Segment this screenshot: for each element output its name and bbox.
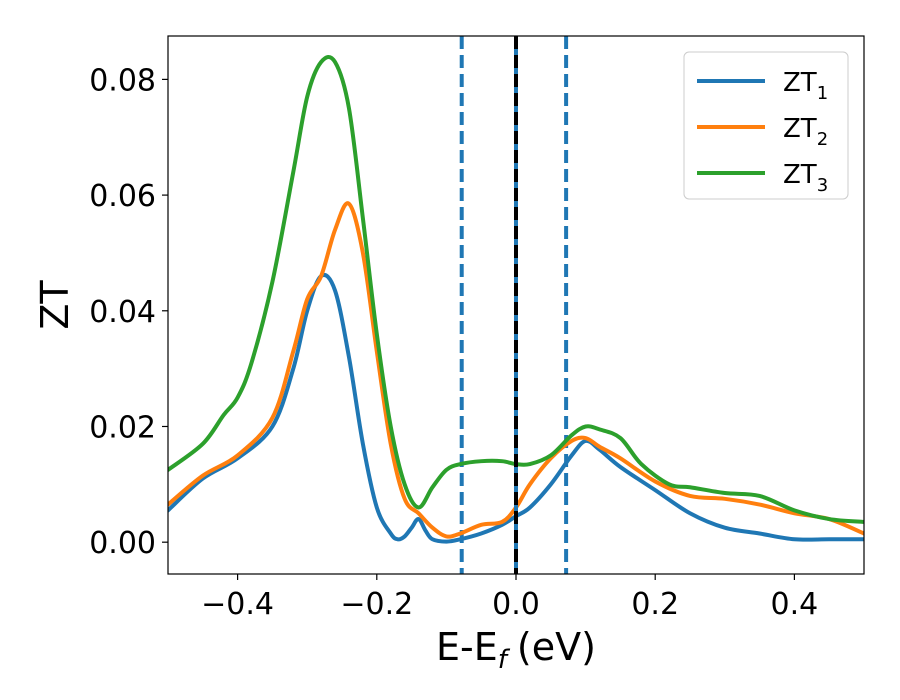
legend-label-subscript: 3 [817, 175, 828, 196]
legend-label-main: ZT [783, 114, 817, 144]
legend-label-zt2: ZT2 [783, 114, 828, 150]
legend-box [683, 51, 849, 200]
x-tick-label: −0.4 [201, 587, 274, 622]
x-axis-label-main: E-E [436, 625, 498, 669]
y-axis-ticks: 0.00 0.02 0.04 0.06 0.08 [89, 63, 168, 561]
x-tick-label: 0.0 [492, 587, 540, 622]
y-axis-label: ZT [33, 280, 77, 330]
x-axis-label-unit: (eV) [517, 625, 596, 669]
y-tick-label: 0.04 [89, 295, 156, 330]
y-tick-label: 0.00 [89, 526, 156, 561]
legend-label-main: ZT [783, 68, 817, 98]
x-axis-label-subscript: f [498, 645, 511, 675]
legend-label-zt1: ZT1 [783, 68, 828, 104]
legend-label-subscript: 2 [817, 129, 828, 150]
legend-label-subscript: 1 [817, 83, 828, 104]
y-tick-label: 0.06 [89, 179, 156, 214]
x-tick-label: −0.2 [340, 587, 413, 622]
x-axis-ticks: −0.4 −0.2 0.0 0.2 0.4 [201, 574, 818, 622]
series-line-zt3 [168, 54, 864, 524]
y-tick-label: 0.02 [89, 410, 156, 445]
y-tick-label: 0.08 [89, 63, 156, 98]
x-tick-label: 0.4 [771, 587, 819, 622]
legend-label-zt3: ZT3 [783, 160, 828, 196]
x-tick-label: 0.2 [631, 587, 679, 622]
legend-label-main: ZT [783, 160, 817, 190]
series-lines [168, 54, 864, 544]
series-line-zt2 [168, 201, 864, 539]
reference-lines [459, 36, 569, 574]
x-axis-label: E-Ef (eV) [436, 625, 596, 675]
